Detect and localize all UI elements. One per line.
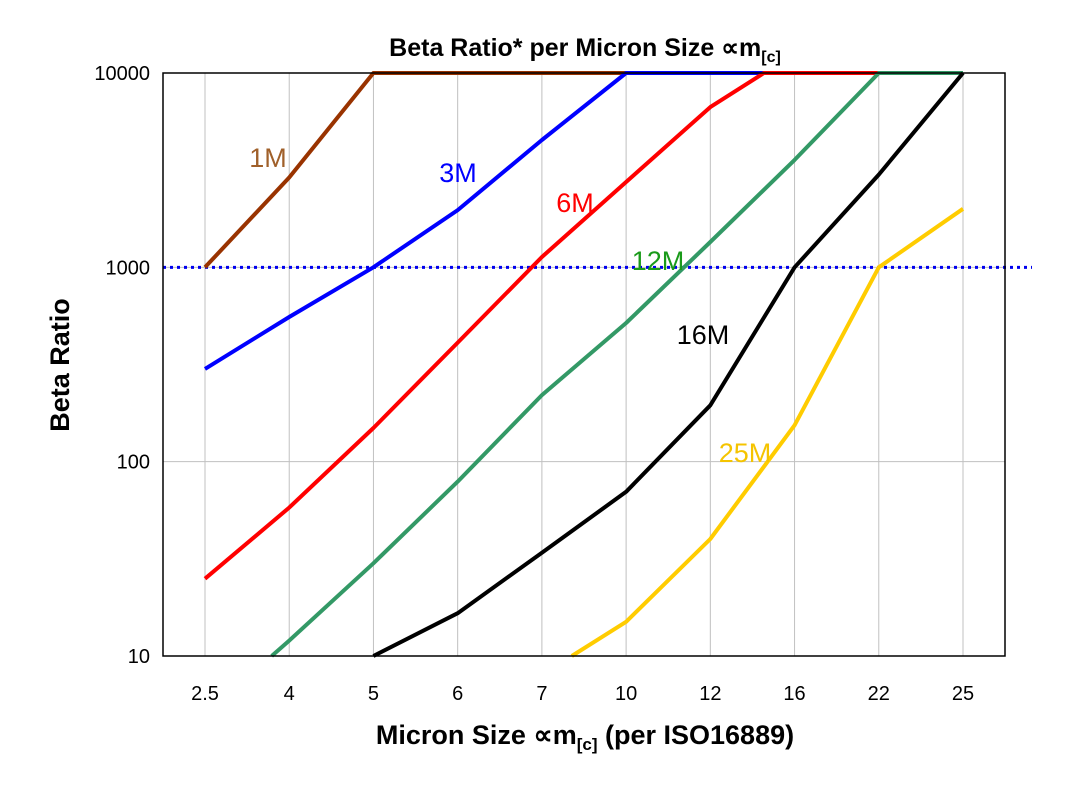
- series-line-25M: [570, 207, 965, 658]
- series-label-16M: 16M: [677, 320, 730, 350]
- y-tick-labels: 10 100 1000 10000: [94, 63, 150, 668]
- x-tick-label: 4: [284, 683, 295, 705]
- series-labels: 1M 3M 6M 12M 16M 25M: [249, 143, 771, 468]
- series-line-12M: [270, 71, 963, 658]
- x-axis-label: Micron Size ∝m[c] (per ISO16889): [376, 720, 794, 754]
- series-label-12M: 12M: [632, 246, 685, 276]
- x-tick-label: 7: [536, 683, 547, 705]
- chart-title: Beta Ratio* per Micron Size ∝m[c]: [389, 34, 781, 66]
- series-label-3M: 3M: [439, 158, 477, 188]
- y-tick-label: 1000: [106, 257, 151, 279]
- x-tick-label: 5: [368, 683, 379, 705]
- plot-frame: [162, 72, 1006, 657]
- grid: [163, 72, 1005, 657]
- y-tick-label: 10000: [94, 63, 150, 85]
- y-tick-label: 100: [117, 452, 150, 474]
- series-lines: [203, 71, 965, 658]
- series-label-1M: 1M: [249, 143, 287, 173]
- series-label-25M: 25M: [719, 438, 772, 468]
- x-tick-label: 6: [452, 683, 463, 705]
- x-tick-label: 12: [699, 683, 721, 705]
- series-line-16M: [372, 71, 965, 658]
- x-tick-label: 2.5: [191, 683, 219, 705]
- x-tick-label: 10: [615, 683, 637, 705]
- x-tick-label: 16: [783, 683, 805, 705]
- x-tick-label: 22: [868, 683, 890, 705]
- series-label-6M: 6M: [556, 188, 594, 218]
- y-axis-label: Beta Ratio: [45, 298, 75, 432]
- x-tick-labels: 2.5 4 5 6 7 10 12 16 22 25: [191, 683, 974, 705]
- x-tick-label: 25: [952, 683, 974, 705]
- y-tick-label: 10: [128, 646, 150, 668]
